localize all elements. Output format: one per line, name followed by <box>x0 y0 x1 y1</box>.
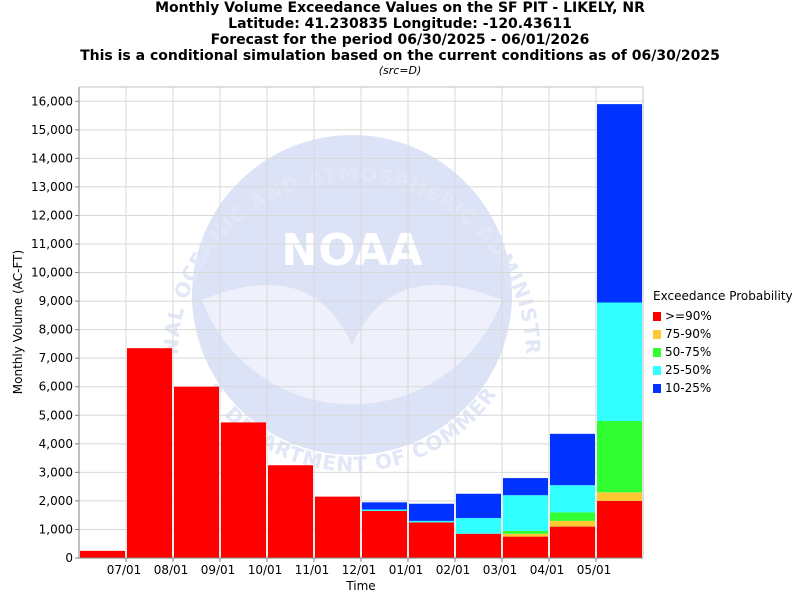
noaa-watermark: NATIONAL OCEANIC AND ATMOSPHERIC ADMINIS… <box>0 0 544 477</box>
y-tick-label: 1,000 <box>39 522 73 536</box>
bar-series <box>80 104 642 558</box>
legend: Exceedance Probability >=90% 75-90% 50-75%… <box>653 289 793 397</box>
legend-label: >=90% <box>665 309 712 323</box>
bar-segment-03-2026-2550 <box>503 495 548 531</box>
bar-segment-04-2026-2550 <box>550 485 595 513</box>
y-tick-label: 0 <box>65 551 73 565</box>
legend-swatch <box>653 348 661 357</box>
legend-label: 75-90% <box>665 327 712 341</box>
bar-segment-02-2026-2550 <box>456 518 501 534</box>
watermark-gull <box>202 285 502 405</box>
bar-segment-02-2026-90 <box>456 533 501 558</box>
bar-segment-01-2026-90 <box>409 522 454 558</box>
y-tick-label: 14,000 <box>31 151 73 165</box>
legend-swatch <box>653 384 661 393</box>
y-axis-ticks: 0 1,000 2,000 3,000 4,000 5,000 6,000 7,000 8,00… <box>31 94 79 565</box>
legend-swatch <box>653 366 661 375</box>
legend-label: 25-50% <box>665 363 712 377</box>
bar-segment-03-2026-1025 <box>503 478 548 496</box>
y-tick-label: 6,000 <box>39 380 73 394</box>
legend-item: 25-50% <box>653 361 793 379</box>
bar-segment-05-2026-90 <box>597 500 642 558</box>
y-tick-label: 4,000 <box>39 437 73 451</box>
x-axis-label: Time <box>345 579 375 593</box>
y-tick-label: 2,000 <box>39 494 73 508</box>
chart-title: Monthly Volume Exceedance Values on the … <box>155 0 645 16</box>
x-tick-label: 03/01 <box>483 563 518 577</box>
bar-segment-04-2026-1025 <box>550 433 595 486</box>
x-axis-ticks: 07/01 08/01 09/01 10/01 11/01 12/01 01/01 02/01… <box>107 558 612 577</box>
bar-segment-01-2026-2550 <box>409 520 454 523</box>
bar-segment-04-2026-5075 <box>550 512 595 521</box>
x-tick-label: 05/01 <box>577 563 612 577</box>
legend-swatch <box>653 330 661 339</box>
legend-label: 50-75% <box>665 345 712 359</box>
chart-location: Latitude: 41.230835 Longitude: -120.4361… <box>228 16 572 32</box>
x-tick-label: 08/01 <box>154 563 189 577</box>
y-tick-label: 7,000 <box>39 351 73 365</box>
legend-title: Exceedance Probability <box>653 289 793 303</box>
y-tick-label: 3,000 <box>39 465 73 479</box>
bar-segment-10-2025-90 <box>268 465 313 558</box>
legend-label: 10-25% <box>665 381 712 395</box>
x-tick-label: 04/01 <box>530 563 565 577</box>
bar-segment-03-2026-7590 <box>503 533 548 537</box>
bar-segment-01-2026-1025 <box>409 503 454 521</box>
bar-segment-11-2025-90 <box>315 496 360 558</box>
chart-simulation-note: This is a conditional simulation based o… <box>80 48 720 64</box>
x-tick-label: 11/01 <box>295 563 330 577</box>
y-tick-label: 13,000 <box>31 180 73 194</box>
chart-title-block: Monthly Volume Exceedance Values on the … <box>0 0 800 78</box>
bar-segment-05-2026-1025 <box>597 104 642 303</box>
legend-swatch <box>653 312 661 321</box>
y-tick-label: 9,000 <box>39 294 73 308</box>
legend-item: 10-25% <box>653 379 793 397</box>
legend-item: 50-75% <box>653 343 793 361</box>
bar-segment-12-2025-1025 <box>362 502 407 510</box>
bar-segment-05-2026-2550 <box>597 302 642 421</box>
legend-item: 75-90% <box>653 325 793 343</box>
y-tick-label: 15,000 <box>31 123 73 137</box>
y-tick-label: 10,000 <box>31 266 73 280</box>
y-tick-label: 8,000 <box>39 323 73 337</box>
y-axis-label: Monthly Volume (AC-FT) <box>11 250 25 394</box>
bar-segment-06-2025-90 <box>80 550 125 558</box>
x-tick-label: 10/01 <box>248 563 283 577</box>
chart-forecast-period: Forecast for the period 06/30/2025 - 06/… <box>210 32 590 48</box>
bar-segment-05-2026-7590 <box>597 492 642 501</box>
bar-segment-03-2026-5075 <box>503 530 548 534</box>
bar-segment-08-2025-90 <box>174 386 219 558</box>
bar-segment-07-2025-90 <box>127 348 172 558</box>
bar-segment-12-2025-2550 <box>362 509 407 511</box>
legend-items: >=90% 75-90% 50-75% 25-50% 10-25% <box>653 307 793 397</box>
legend-item: >=90% <box>653 307 793 325</box>
bar-segment-09-2025-90 <box>221 422 266 558</box>
x-tick-label: 09/01 <box>201 563 236 577</box>
y-tick-label: 16,000 <box>31 94 73 108</box>
bar-segment-12-2025-90 <box>362 510 407 558</box>
bar-segment-04-2026-90 <box>550 526 595 558</box>
watermark-noaa-text: NOAA <box>281 225 422 276</box>
y-tick-label: 12,000 <box>31 208 73 222</box>
bar-segment-05-2026-5075 <box>597 420 642 493</box>
x-tick-label: 02/01 <box>436 563 471 577</box>
y-tick-label: 5,000 <box>39 408 73 422</box>
bar-segment-04-2026-7590 <box>550 520 595 527</box>
chart-source: (src=D) <box>378 64 422 77</box>
x-tick-label: 01/01 <box>389 563 424 577</box>
grid-lines <box>79 87 643 559</box>
x-tick-label: 12/01 <box>342 563 377 577</box>
bar-segment-03-2026-90 <box>503 536 548 558</box>
bar-segment-02-2026-1025 <box>456 493 501 519</box>
x-tick-label: 07/01 <box>107 563 142 577</box>
y-tick-label: 11,000 <box>31 237 73 251</box>
